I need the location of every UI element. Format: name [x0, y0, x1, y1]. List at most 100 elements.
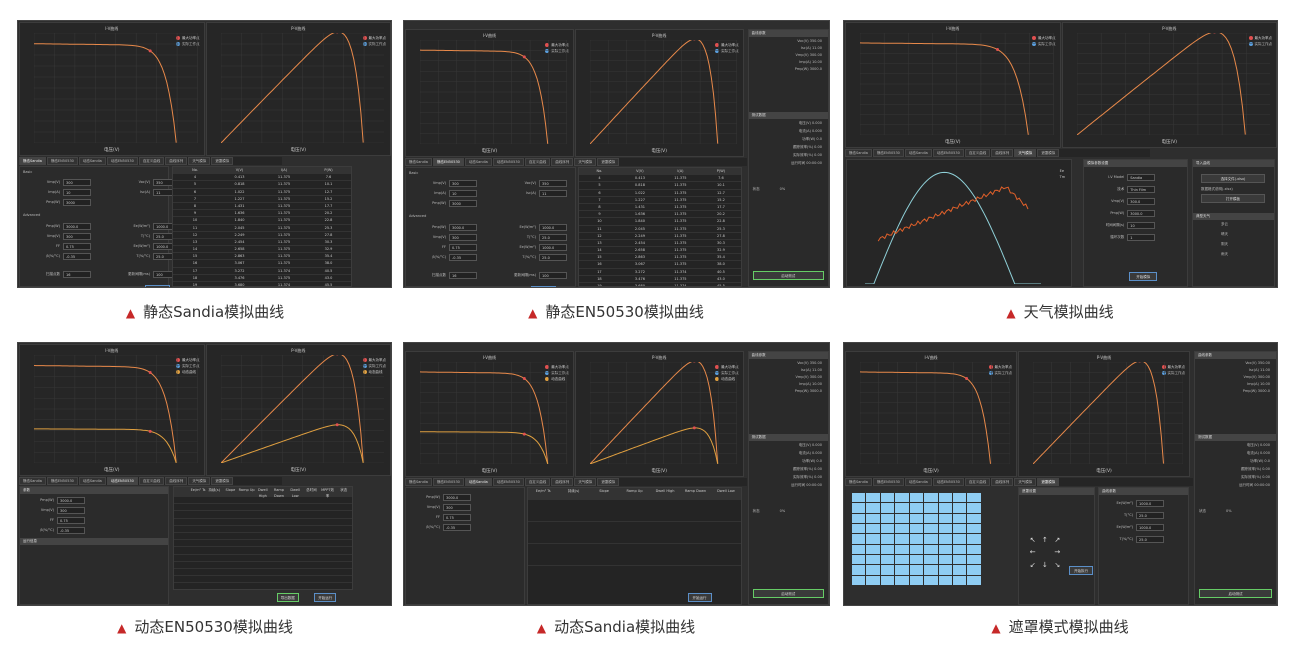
field-input[interactable]: 11 — [539, 190, 567, 197]
field-input[interactable]: 3000.0 — [1127, 210, 1156, 217]
shade-cell[interactable] — [880, 544, 895, 554]
shade-cell[interactable] — [909, 565, 924, 575]
table-row[interactable] — [527, 500, 742, 522]
arrow-button[interactable]: → — [1054, 548, 1061, 557]
tab-4[interactable]: 自定义曲线 — [138, 477, 165, 485]
table-row[interactable]: 16 3.067 11.375 38.0 — [172, 260, 351, 268]
shade-cell[interactable] — [880, 493, 895, 503]
tab-7[interactable]: 遮罩模拟 — [211, 477, 234, 485]
shade-cell[interactable] — [952, 503, 967, 513]
shade-cell[interactable] — [852, 513, 866, 523]
shade-cell[interactable] — [952, 575, 967, 585]
shade-cell[interactable] — [852, 544, 866, 554]
start-button[interactable]: 开始运行 — [531, 286, 556, 287]
field-input[interactable]: 300 — [449, 180, 477, 187]
tab-3[interactable]: 动态EN50530 — [492, 158, 524, 166]
tab-0[interactable]: 静态Sandia — [405, 478, 432, 486]
table-row[interactable]: 4 0.413 11.375 7.6 — [579, 175, 742, 183]
table-row[interactable]: 7 1.227 11.375 15.2 — [172, 196, 351, 203]
field-input[interactable]: 10 — [63, 189, 91, 196]
table-row[interactable] — [173, 562, 352, 569]
tab-5[interactable]: 曲线序列 — [991, 478, 1014, 486]
shade-cell[interactable] — [967, 513, 981, 523]
basic-radio[interactable]: Basic — [23, 170, 33, 174]
shade-cell[interactable] — [866, 503, 880, 513]
tab-4[interactable]: 自定义曲线 — [524, 478, 551, 486]
tab-2[interactable]: 动态Sandia — [464, 158, 492, 166]
shade-cell[interactable] — [909, 523, 924, 534]
shade-cell[interactable] — [924, 513, 938, 523]
table-row[interactable]: 17 3.272 11.374 40.5 — [172, 268, 351, 275]
shade-cell[interactable] — [866, 493, 880, 503]
open-template-button[interactable]: 打开模板 — [1201, 194, 1265, 203]
tab-1[interactable]: 静态EN50530 — [872, 478, 904, 486]
shade-cell[interactable] — [895, 523, 909, 534]
field-input[interactable]: 0.75 — [63, 243, 91, 250]
table-row[interactable]: 14 2.658 11.375 32.9 — [172, 246, 351, 254]
table-row[interactable]: 18 3.476 11.375 43.0 — [172, 275, 351, 282]
advanced-radio[interactable]: Advanced — [23, 213, 41, 217]
shade-start-button[interactable]: 开始执行 — [1069, 566, 1093, 575]
tab-6[interactable]: 天气模拟 — [574, 478, 597, 486]
table-row[interactable] — [173, 504, 352, 512]
arrow-button[interactable]: ↖ — [1029, 536, 1036, 544]
field-input[interactable]: -0.35 — [449, 254, 477, 261]
table-row[interactable]: 4 0.413 11.375 7.6 — [172, 174, 351, 182]
tab-7[interactable]: 遮罩模拟 — [1037, 478, 1060, 486]
shade-cell[interactable] — [866, 513, 880, 523]
tab-0[interactable]: 静态Sandia — [845, 478, 872, 486]
shade-cell[interactable] — [924, 523, 938, 534]
shade-cell[interactable] — [938, 523, 952, 534]
table-row[interactable]: 7 1.227 11.375 15.2 — [579, 197, 742, 204]
field-input[interactable]: 25.0 — [539, 234, 567, 241]
typical-option[interactable]: 阴天 — [1221, 242, 1228, 246]
shade-cell[interactable] — [909, 513, 924, 523]
shade-cell[interactable] — [938, 554, 952, 565]
shade-cell[interactable] — [880, 534, 895, 544]
tab-4[interactable]: 自定义曲线 — [964, 149, 991, 157]
field-input[interactable]: 1000.0 — [539, 244, 567, 251]
tab-5[interactable]: 曲线序列 — [551, 478, 574, 486]
table-row[interactable]: 17 3.272 11.374 40.5 — [579, 269, 742, 276]
table-row[interactable]: 15 2.863 11.375 35.4 — [579, 254, 742, 262]
shade-cell[interactable] — [852, 575, 866, 585]
field-input[interactable]: -0.35 — [57, 527, 85, 534]
shade-cell[interactable] — [924, 575, 938, 585]
tab-1[interactable]: 静态EN50530 — [432, 158, 464, 166]
tab-3[interactable]: 动态EN50530 — [106, 477, 138, 485]
advanced-radio[interactable]: Advanced — [409, 214, 427, 218]
field-input[interactable]: 16 — [449, 272, 477, 279]
tab-0[interactable]: 静态Sandia — [845, 149, 872, 157]
run-test-button[interactable]: 启动测试 — [752, 589, 824, 598]
shade-cell[interactable] — [852, 554, 866, 565]
tab-3[interactable]: 动态EN50530 — [932, 149, 964, 157]
table-row[interactable] — [173, 533, 352, 541]
arrow-button[interactable]: ↗ — [1054, 536, 1061, 544]
table-row[interactable]: 12 2.249 11.375 27.8 — [579, 233, 742, 240]
table-row[interactable] — [173, 526, 352, 533]
shade-cell[interactable] — [952, 544, 967, 554]
field-input[interactable]: 25.0 — [1136, 536, 1165, 543]
tab-6[interactable]: 天气模拟 — [188, 477, 211, 485]
shade-cell[interactable] — [909, 544, 924, 554]
shade-cell[interactable] — [938, 544, 952, 554]
table-row[interactable]: 19 3.680 11.374 45.5 — [579, 283, 741, 286]
field-input[interactable]: 3000.0 — [63, 223, 91, 230]
table-row[interactable]: 15 2.863 11.375 35.4 — [172, 253, 351, 261]
shade-cell[interactable] — [895, 513, 909, 523]
shade-cell[interactable] — [880, 513, 895, 523]
shade-cell[interactable] — [895, 565, 909, 575]
field-input[interactable]: 0.75 — [57, 517, 85, 524]
field-input[interactable]: 25.0 — [1136, 512, 1165, 519]
shade-cell[interactable] — [909, 554, 924, 565]
tab-4[interactable]: 自定义曲线 — [138, 157, 165, 165]
table-row[interactable]: 12 2.249 11.375 27.8 — [172, 232, 351, 239]
table-row[interactable]: 14 2.658 11.375 32.9 — [579, 247, 742, 255]
shade-cell[interactable] — [952, 534, 967, 544]
table-row[interactable] — [173, 540, 352, 548]
shade-cell[interactable] — [967, 503, 981, 513]
field-input[interactable]: 300 — [57, 507, 85, 514]
tab-7[interactable]: 遮罩模拟 — [1037, 149, 1060, 157]
shade-cell[interactable] — [924, 565, 938, 575]
table-row[interactable]: 18 3.476 11.375 43.0 — [579, 276, 742, 283]
